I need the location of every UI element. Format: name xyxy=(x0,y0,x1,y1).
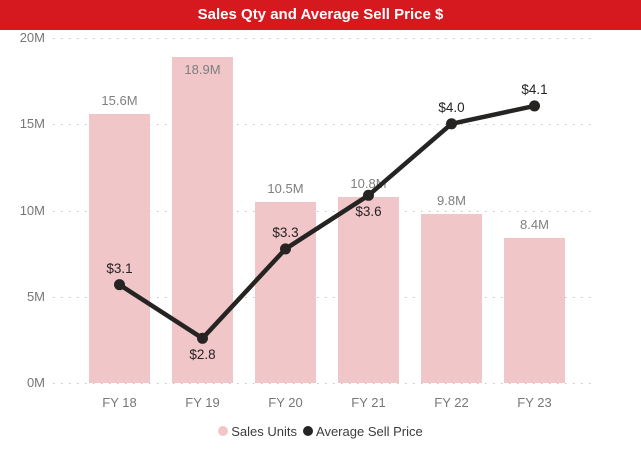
bar-fy-22[interactable] xyxy=(421,213,482,383)
bar-value-label-fy-21: 10.8M xyxy=(350,175,387,191)
line-value-label-fy-21: $3.6 xyxy=(355,204,382,220)
bar-fy-21[interactable] xyxy=(338,196,399,383)
average-sell-price-swatch-icon xyxy=(303,426,314,436)
chart-title-banner: Sales Qty and Average Sell Price $ xyxy=(0,0,641,30)
bar-value-label-fy-19: 18.9M xyxy=(184,61,221,77)
line-value-label-fy-20: $3.3 xyxy=(272,224,299,240)
y-axis-tick-label-0M: 0M xyxy=(26,375,45,390)
legend: Sales Units Average Sell Price xyxy=(0,422,641,440)
x-axis-label-fy-18: FY 18 xyxy=(102,395,137,410)
bar-value-label-fy-23: 8.4M xyxy=(520,217,549,233)
line-value-label-fy-18: $3.1 xyxy=(106,260,133,276)
y-axis-tick-label-5M: 5M xyxy=(26,288,45,304)
x-axis-label-fy-23: FY 23 xyxy=(517,395,552,410)
x-axis-label-fy-21: FY 21 xyxy=(351,395,386,410)
line-value-label-fy-22: $4.0 xyxy=(438,99,465,115)
y-axis-tick-label-15M: 15M xyxy=(19,116,45,132)
gridline-0M xyxy=(53,383,597,384)
sales-units-swatch-icon xyxy=(218,426,229,436)
line-point-fy-23[interactable] xyxy=(529,100,540,112)
chart-title: Sales Qty and Average Sell Price $ xyxy=(197,6,444,23)
line-point-fy-19[interactable] xyxy=(197,332,208,344)
line-value-label-fy-23: $4.1 xyxy=(521,81,548,97)
bar-value-label-fy-18: 15.6M xyxy=(101,92,138,108)
x-axis-label-fy-22: FY 22 xyxy=(434,395,469,410)
gridline-20M xyxy=(53,38,597,39)
legend-label-average-sell-price: Average Sell Price xyxy=(316,423,423,439)
x-axis-label-fy-20: FY 20 xyxy=(268,395,303,410)
line-point-fy-21[interactable] xyxy=(363,189,374,201)
line-point-fy-22[interactable] xyxy=(446,118,457,130)
bar-value-label-fy-20: 10.5M xyxy=(267,180,304,196)
legend-item-average-sell-price[interactable]: Average Sell Price xyxy=(303,424,423,439)
legend-label-sales-units: Sales Units xyxy=(231,423,298,439)
line-value-label-fy-19: $2.8 xyxy=(189,347,216,363)
x-axis-label-fy-19: FY 19 xyxy=(185,395,220,410)
bar-value-label-fy-22: 9.8M xyxy=(437,192,466,208)
bar-fy-23[interactable] xyxy=(504,238,565,383)
line-point-fy-20[interactable] xyxy=(280,243,291,255)
legend-item-sales-units[interactable]: Sales Units xyxy=(218,424,297,439)
y-axis-tick-label-10M: 10M xyxy=(19,202,45,218)
bar-fy-18[interactable] xyxy=(89,113,150,383)
y-axis-tick-label-20M: 20M xyxy=(19,30,45,45)
line-point-fy-18[interactable] xyxy=(114,279,125,291)
